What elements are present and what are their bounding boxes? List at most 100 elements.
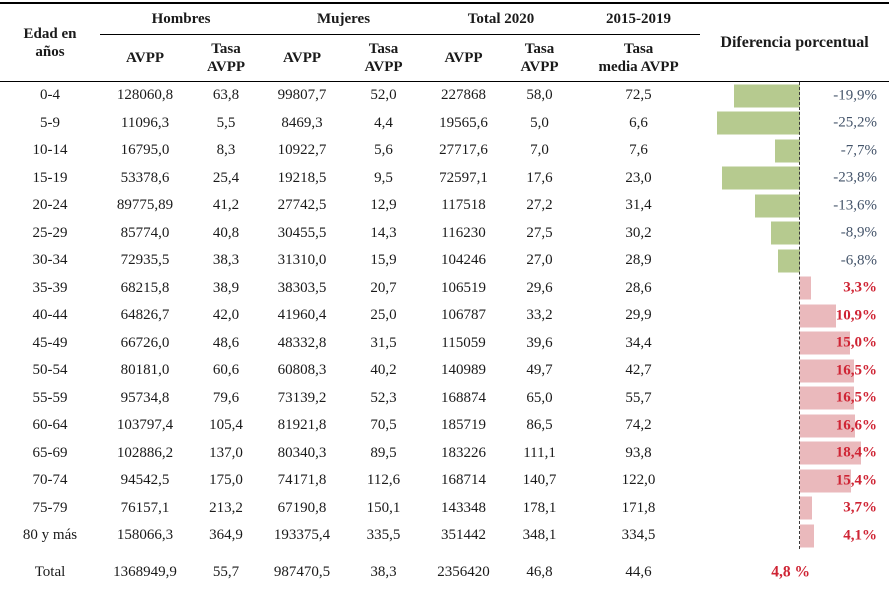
cell-h_tasa: 8,3 bbox=[216, 142, 236, 159]
dif-label: 3,3% bbox=[843, 279, 878, 296]
cell-media: 6,6 bbox=[629, 114, 648, 131]
cell-t_avpp: 117518 bbox=[441, 197, 486, 214]
cell-edad: 30-34 bbox=[32, 252, 68, 269]
cell-h_tasa: 213,2 bbox=[209, 499, 243, 516]
cell-edad: 70-74 bbox=[32, 472, 68, 489]
table-row: 50-54 80181,0 60,6 60808,3 40,2 140989 49,7 42,… bbox=[0, 357, 889, 385]
total-tasa-media: 44,6 bbox=[625, 563, 652, 580]
dif-label: -13,6% bbox=[833, 197, 878, 214]
dif-bar-negative bbox=[755, 194, 801, 218]
total-hombres-avpp: 1368949,9 bbox=[113, 563, 177, 580]
cell-t_avpp: 185719 bbox=[441, 417, 487, 434]
dif-cell: -6,8% bbox=[700, 247, 889, 275]
dif-bar-negative bbox=[770, 221, 801, 245]
cell-h_avpp: 89775,89 bbox=[116, 197, 174, 214]
dif-label: -19,9% bbox=[833, 87, 878, 104]
cell-h_tasa: 63,8 bbox=[212, 87, 240, 104]
cell-edad: 40-44 bbox=[32, 307, 68, 324]
cell-m_avpp: 74171,8 bbox=[277, 472, 327, 489]
cell-m_avpp: 193375,4 bbox=[273, 527, 331, 544]
cell-t_avpp: 19565,6 bbox=[439, 114, 488, 131]
dif-cell: 4,1% bbox=[700, 522, 889, 550]
cell-media: 28,9 bbox=[625, 252, 652, 269]
cell-media: 31,4 bbox=[625, 197, 652, 214]
dif-cell: -8,9% bbox=[700, 220, 889, 248]
cell-media: 23,0 bbox=[625, 169, 652, 186]
dif-cell: 16,5% bbox=[700, 357, 889, 385]
cell-edad: 80 y más bbox=[22, 527, 78, 544]
cell-m_tasa: 70,5 bbox=[370, 417, 397, 434]
cell-m_tasa: 40,2 bbox=[370, 362, 397, 379]
dif-label: -23,8% bbox=[833, 169, 878, 186]
dif-cell: 3,3% bbox=[700, 275, 889, 303]
cell-t_avpp: 116230 bbox=[441, 224, 486, 241]
cell-t_avpp: 351442 bbox=[441, 527, 487, 544]
cell-m_tasa: 14,3 bbox=[370, 224, 397, 241]
dif-bar-positive bbox=[800, 386, 855, 410]
dif-label: 3,7% bbox=[843, 499, 878, 516]
dif-bar-positive bbox=[800, 359, 855, 383]
dif-cell: -13,6% bbox=[700, 192, 889, 220]
cell-t_tasa: 65,0 bbox=[526, 389, 553, 406]
total-edad: Total bbox=[34, 563, 66, 580]
dif-label: 15,0% bbox=[835, 334, 878, 351]
cell-m_avpp: 80340,3 bbox=[277, 444, 327, 461]
cell-edad: 25-29 bbox=[32, 224, 68, 241]
cell-edad: 20-24 bbox=[32, 197, 68, 214]
cell-h_tasa: 364,9 bbox=[209, 527, 243, 544]
cell-t_tasa: 178,1 bbox=[522, 499, 557, 516]
cell-m_tasa: 20,7 bbox=[370, 279, 397, 296]
total-hombres-tasa: 55,7 bbox=[212, 563, 240, 580]
total-2020-tasa: 46,8 bbox=[526, 563, 553, 580]
subheader-total-avpp: AVPP bbox=[425, 34, 503, 82]
table-body: 0-4 128060,8 63,8 99807,7 52,0 227868 58,0 72,5… bbox=[0, 82, 889, 550]
cell-h_tasa: 42,0 bbox=[212, 307, 240, 324]
dif-cell: 10,9% bbox=[700, 302, 889, 330]
cell-t_avpp: 183226 bbox=[441, 444, 487, 461]
dif-bar-positive bbox=[800, 414, 855, 438]
cell-media: 28,6 bbox=[625, 279, 652, 296]
cell-h_avpp: 53378,6 bbox=[120, 169, 170, 186]
cell-h_avpp: 76157,1 bbox=[120, 499, 170, 516]
dif-bar-positive bbox=[800, 496, 813, 520]
cell-m_tasa: 12,9 bbox=[370, 197, 397, 214]
cell-t_avpp: 140989 bbox=[441, 362, 487, 379]
cell-edad: 60-64 bbox=[32, 417, 68, 434]
cell-t_tasa: 27,0 bbox=[526, 252, 553, 269]
cell-media: 29,9 bbox=[625, 307, 652, 324]
cell-h_avpp: 66726,0 bbox=[120, 334, 170, 351]
cell-edad: 0-4 bbox=[40, 87, 60, 104]
cell-m_avpp: 48332,8 bbox=[277, 334, 327, 351]
cell-edad: 10-14 bbox=[32, 142, 68, 159]
cell-m_tasa: 150,1 bbox=[366, 499, 401, 516]
cell-t_tasa: 7,0 bbox=[530, 142, 549, 159]
cell-media: 55,7 bbox=[625, 389, 652, 406]
cell-t_tasa: 17,6 bbox=[526, 169, 553, 186]
table-row: 30-34 72935,5 38,3 31310,0 15,9 104246 27,0 28,… bbox=[0, 247, 889, 275]
cell-m_avpp: 41960,4 bbox=[277, 307, 327, 324]
cell-h_tasa: 38,9 bbox=[212, 279, 240, 296]
dif-label: 10,9% bbox=[835, 307, 878, 324]
bar-zero-baseline bbox=[799, 82, 800, 549]
cell-m_avpp: 81921,8 bbox=[277, 417, 327, 434]
cell-m_avpp: 60808,3 bbox=[277, 362, 327, 379]
cell-h_avpp: 102886,2 bbox=[116, 444, 174, 461]
table-row: 60-64 103797,4 105,4 81921,8 70,5 185719 86,5 7… bbox=[0, 412, 889, 440]
cell-m_tasa: 112,6 bbox=[366, 472, 401, 489]
cell-media: 42,7 bbox=[625, 362, 652, 379]
cell-t_tasa: 33,2 bbox=[526, 307, 553, 324]
total-dif-label: 4,8 % bbox=[771, 563, 811, 581]
cell-t_tasa: 86,5 bbox=[526, 417, 553, 434]
cell-t_avpp: 72597,1 bbox=[439, 169, 488, 186]
subheader-hombres-avpp: AVPP bbox=[100, 34, 190, 82]
header-diferencia-porcentual: Diferencia porcentual bbox=[700, 3, 889, 82]
cell-media: 34,4 bbox=[625, 334, 652, 351]
dif-bar-negative bbox=[716, 111, 801, 135]
cell-t_tasa: 348,1 bbox=[522, 527, 557, 544]
cell-m_avpp: 10922,7 bbox=[277, 142, 327, 159]
dif-label: 16,5% bbox=[835, 389, 878, 406]
cell-h_tasa: 105,4 bbox=[209, 417, 243, 434]
cell-h_avpp: 68215,8 bbox=[120, 279, 170, 296]
dif-cell: -23,8% bbox=[700, 165, 889, 193]
